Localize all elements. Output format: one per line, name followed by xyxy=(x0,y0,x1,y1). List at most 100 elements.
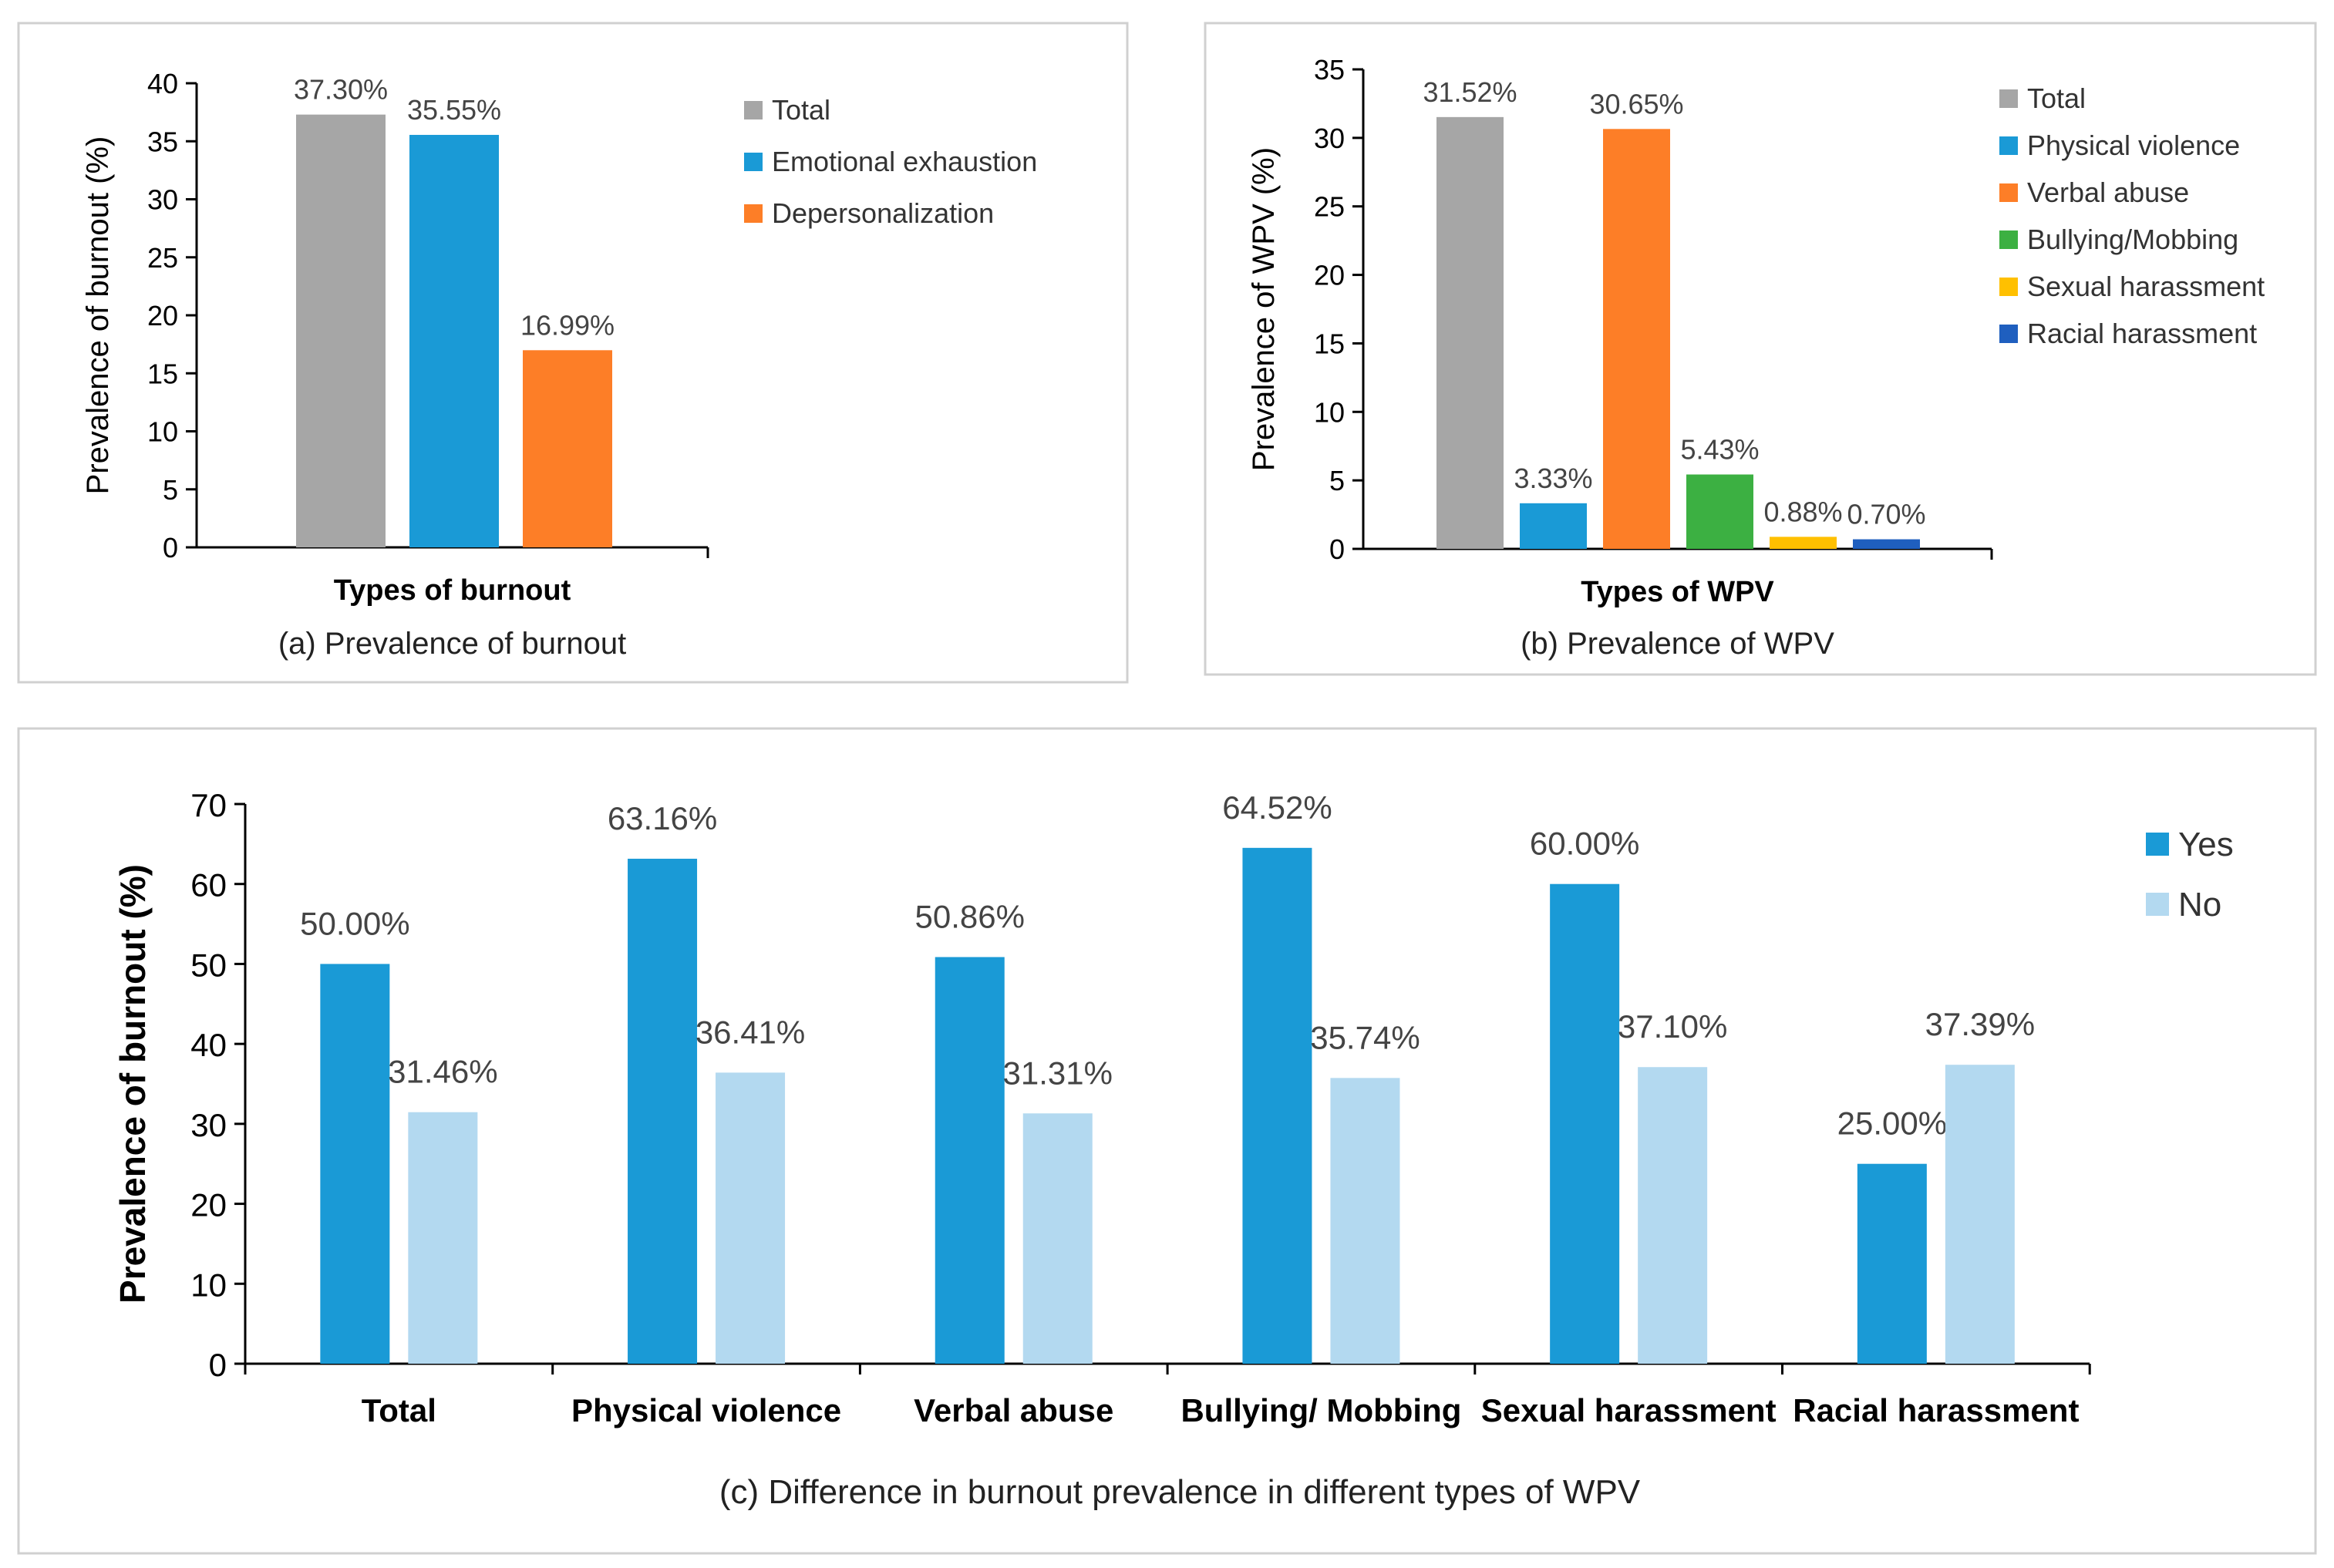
y-tick-label: 50 xyxy=(190,947,227,983)
legend-swatch xyxy=(2146,893,2169,916)
legend-label: Total xyxy=(772,94,830,126)
legend-label: Sexual harassment xyxy=(2027,271,2265,302)
data-label: 37.39% xyxy=(1925,1006,2035,1042)
y-tick-label: 0 xyxy=(209,1347,227,1383)
data-label: 35.74% xyxy=(1310,1019,1420,1055)
data-label: 37.30% xyxy=(294,74,388,106)
data-label: 0.88% xyxy=(1763,496,1842,527)
y-tick-label: 35 xyxy=(147,126,178,157)
bar-no xyxy=(1638,1067,1708,1364)
y-tick-label: 40 xyxy=(190,1027,227,1063)
y-tick-label: 5 xyxy=(1329,465,1345,496)
y-tick-label: 5 xyxy=(163,474,178,506)
legend-swatch xyxy=(1999,325,2018,343)
legend-swatch xyxy=(1999,89,2018,108)
legend-label: Verbal abuse xyxy=(2027,177,2189,208)
legend-swatch xyxy=(1999,136,2018,155)
bar-no xyxy=(408,1112,478,1364)
bar-bullying-mobbing xyxy=(1686,474,1753,549)
legend-label: Bullying/Mobbing xyxy=(2027,224,2238,255)
data-label: 37.10% xyxy=(1618,1008,1727,1045)
x-category-label: Verbal abuse xyxy=(914,1392,1113,1428)
chart-panel-b: 0 5 10 15 20 25 30 35 31.52% 3.33% 30.65% 5.43%0.88… xyxy=(1247,54,2265,661)
data-label: 3.33% xyxy=(1514,463,1592,494)
bar-yes xyxy=(628,858,698,1364)
bar-yes xyxy=(935,957,1005,1364)
legend-label: No xyxy=(2178,886,2221,924)
y-tick-label: 20 xyxy=(147,300,178,331)
bar-total xyxy=(296,114,386,547)
y-tick-label: 25 xyxy=(1314,191,1345,223)
data-label: 60.00% xyxy=(1530,826,1639,862)
legend-swatch xyxy=(1999,183,2018,202)
bar-yes xyxy=(320,964,390,1364)
bar-total xyxy=(1436,116,1504,549)
y-tick-label: 30 xyxy=(147,184,178,216)
bar-racial-harassment xyxy=(1853,539,1920,549)
y-tick-label: 30 xyxy=(1314,123,1345,154)
bar-verbal-abuse xyxy=(1603,129,1670,549)
y-tick-label: 60 xyxy=(190,867,227,903)
bar-yes xyxy=(1242,847,1312,1364)
bar-no xyxy=(1330,1078,1400,1364)
data-label: 31.31% xyxy=(1003,1055,1113,1091)
y-tick-label: 0 xyxy=(1329,533,1345,565)
data-label: 31.46% xyxy=(388,1054,497,1090)
legend-swatch xyxy=(1999,230,2018,249)
y-tick-label: 20 xyxy=(190,1187,227,1223)
data-label: 64.52% xyxy=(1222,789,1332,826)
data-label: 16.99% xyxy=(520,309,615,341)
y-tick-label: 30 xyxy=(190,1107,227,1143)
y-tick-label: 10 xyxy=(1314,396,1345,428)
panel-caption: (b) Prevalence of WPV xyxy=(1521,627,1834,661)
bar-emotional-exhaustion xyxy=(409,134,499,547)
x-category-label: Physical violence xyxy=(571,1392,841,1428)
x-category-label: Bullying/ Mobbing xyxy=(1180,1392,1461,1428)
data-label: 35.55% xyxy=(407,94,501,126)
legend-label: Depersonalization xyxy=(772,197,994,229)
data-label: 5.43% xyxy=(1680,434,1759,466)
legend-label: Physical violence xyxy=(2027,130,2240,161)
y-tick-label: 10 xyxy=(147,416,178,448)
chart-panel-a: 0 5 10 15 20 25 30 35 40 37.30% 35.55% 16.99% Types … xyxy=(81,68,1037,661)
data-label: 0.70% xyxy=(1847,499,1925,530)
bar-depersonalization xyxy=(523,350,612,547)
data-label: 36.41% xyxy=(695,1014,805,1050)
y-tick-label: 15 xyxy=(1314,328,1345,359)
chart-panel-c: 0 10 20 30 40 50 60 70 Total 50.00% 31.46% Physical… xyxy=(113,787,2234,1511)
legend-swatch xyxy=(1999,278,2018,296)
legend-swatch xyxy=(2146,833,2169,856)
panel-c-frame xyxy=(17,727,2317,1555)
y-tick-label: 70 xyxy=(190,787,227,823)
y-tick-label: 15 xyxy=(147,358,178,389)
data-label: 31.52% xyxy=(1423,76,1517,108)
bar-no xyxy=(1945,1065,2015,1364)
x-category-label: Racial harassment xyxy=(1793,1392,2079,1428)
y-axis-title: Prevalence of burnout (%) xyxy=(113,864,153,1304)
bar-yes xyxy=(1550,883,1620,1364)
bar-yes xyxy=(1857,1163,1927,1364)
panel-b-frame xyxy=(1204,22,2317,676)
bar-sexual-harassment xyxy=(1770,537,1837,549)
data-label: 50.00% xyxy=(300,905,409,941)
y-axis-title: Prevalence of burnout (%) xyxy=(81,136,115,495)
legend-label: Total xyxy=(2027,82,2086,114)
y-tick-label: 0 xyxy=(163,532,178,564)
y-tick-label: 25 xyxy=(147,242,178,274)
y-tick-label: 35 xyxy=(1314,54,1345,86)
data-label: 50.86% xyxy=(915,899,1025,935)
legend-swatch xyxy=(744,153,763,171)
data-label: 30.65% xyxy=(1589,88,1683,119)
x-category-label: Total xyxy=(362,1392,436,1428)
y-axis-title: Prevalence of WPV (%) xyxy=(1247,147,1281,471)
data-label: 63.16% xyxy=(608,800,717,836)
y-tick-label: 40 xyxy=(147,68,178,99)
bar-no xyxy=(1022,1113,1093,1364)
bar-no xyxy=(716,1072,786,1364)
y-tick-label: 20 xyxy=(1314,260,1345,291)
panel-caption: (c) Difference in burnout prevalence in … xyxy=(719,1473,1641,1511)
legend-label: Emotional exhaustion xyxy=(772,146,1037,177)
legend-swatch xyxy=(744,204,763,223)
panel-caption: (a) Prevalence of burnout xyxy=(278,627,626,661)
